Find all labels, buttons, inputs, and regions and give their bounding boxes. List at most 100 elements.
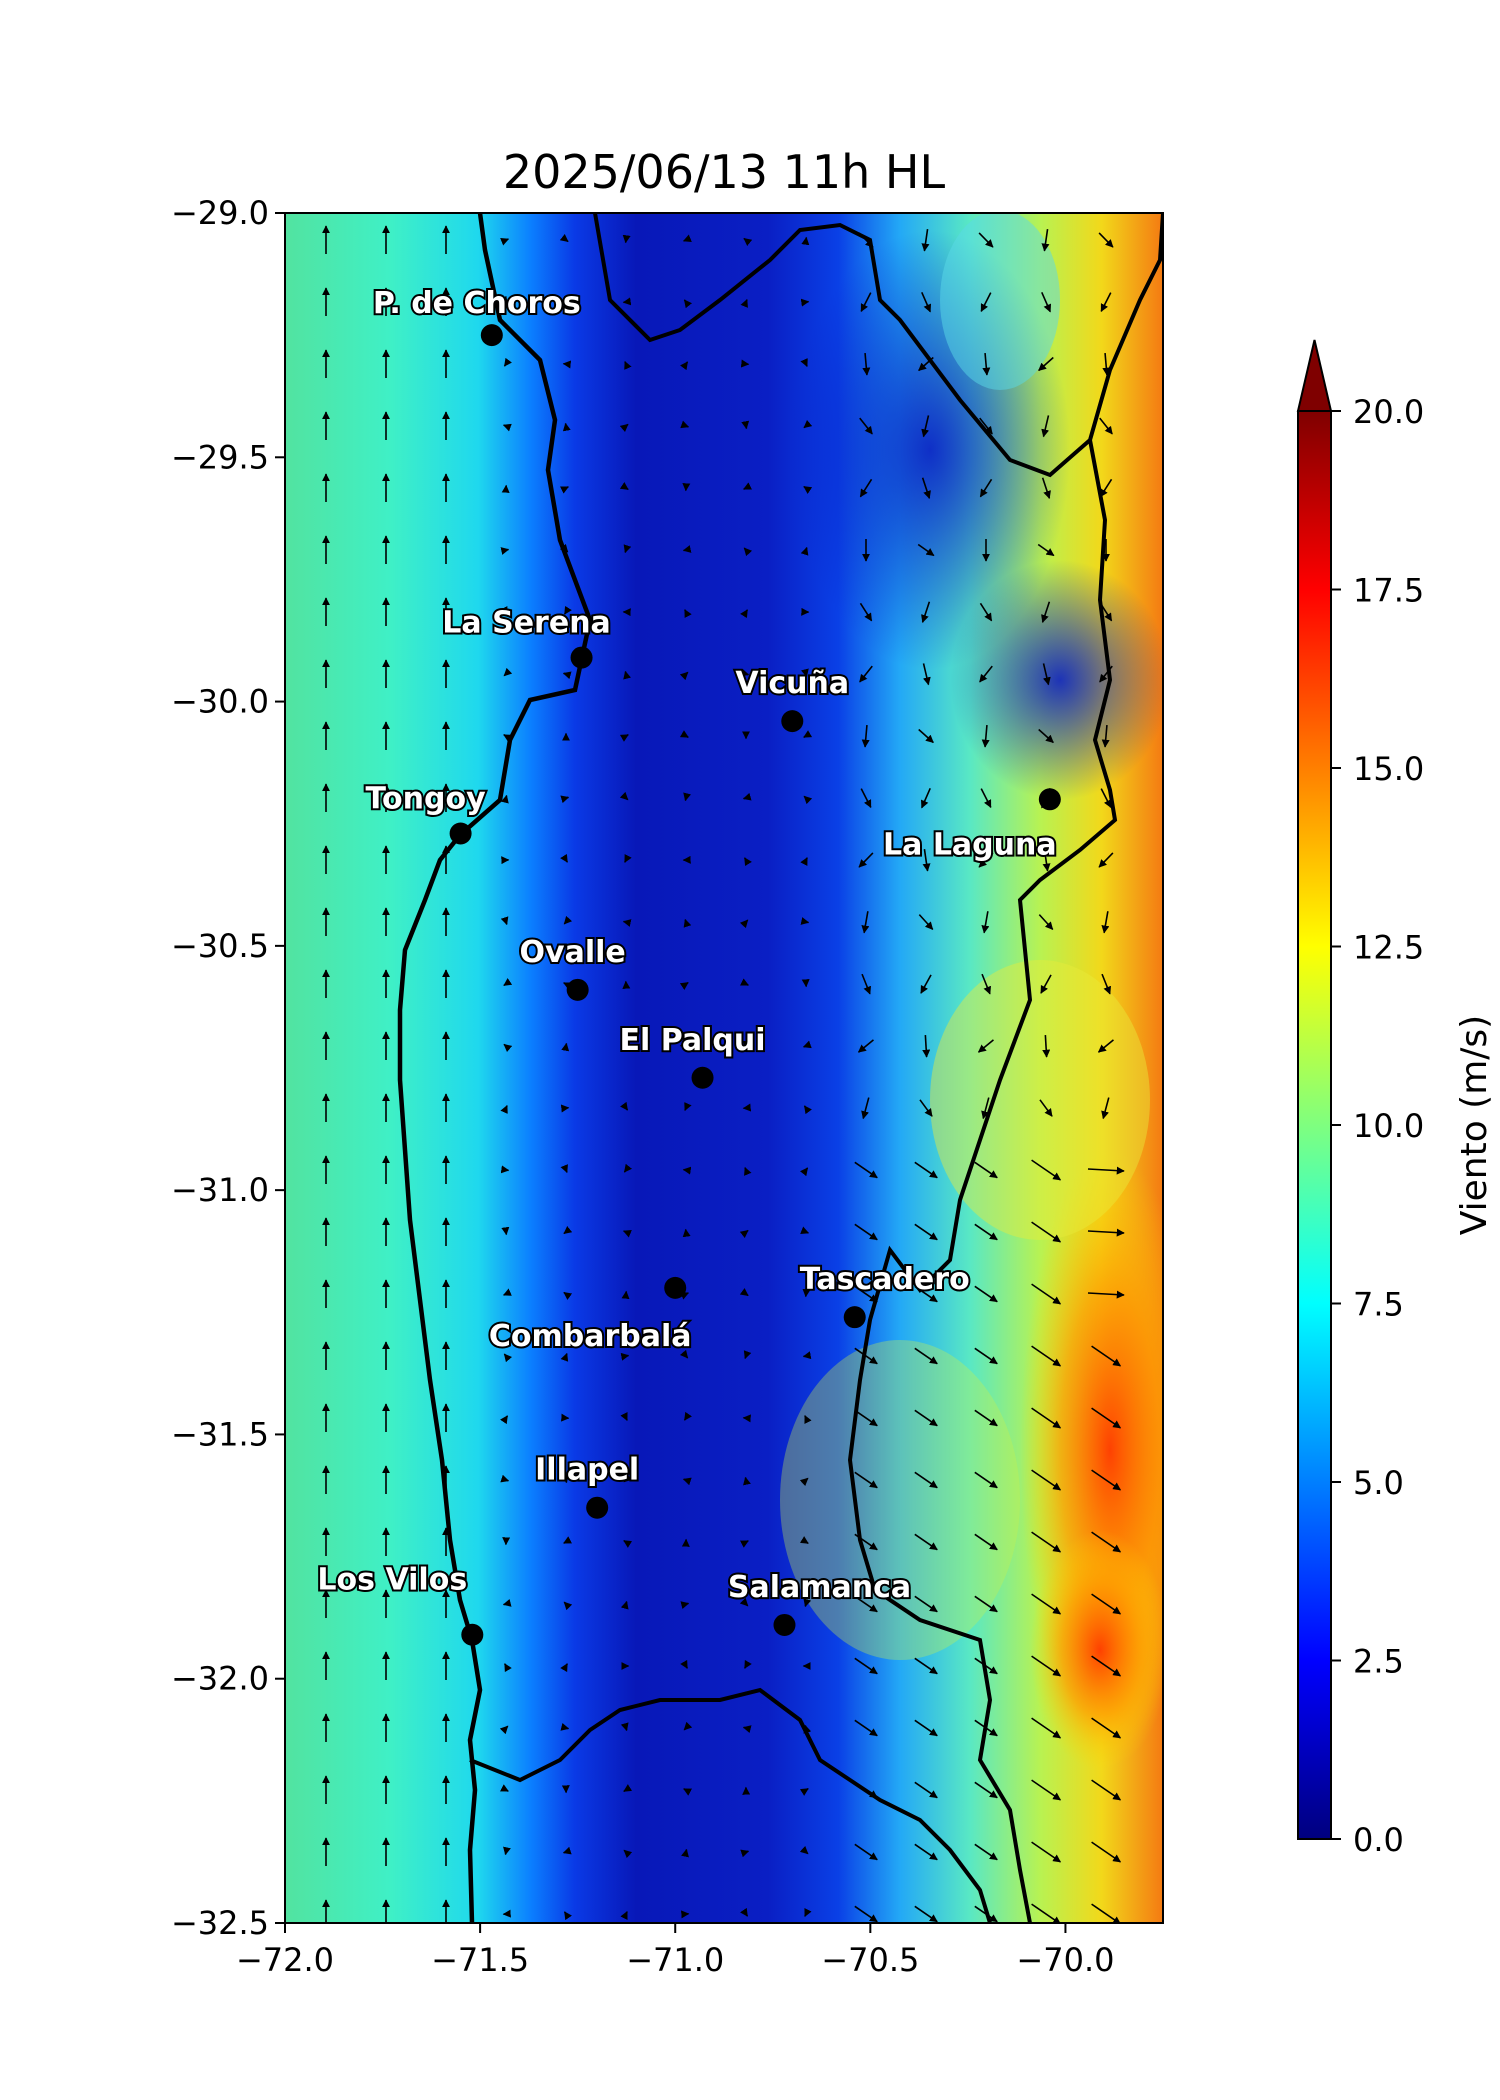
wind-arrow (559, 543, 569, 553)
wind-arrow (1091, 1841, 1122, 1863)
colorbar-tick-label: 20.0 (1353, 393, 1424, 431)
wind-arrow (1101, 911, 1110, 934)
wind-arrow (623, 544, 632, 554)
wind-arrow (979, 417, 993, 435)
wind-arrow (681, 1848, 689, 1858)
wind-vectors (322, 225, 1125, 1923)
wind-arrow (914, 1471, 938, 1489)
wind-arrow (563, 605, 572, 615)
city-label: Vicuña (735, 666, 849, 701)
wind-arrow (501, 1226, 510, 1236)
moderate-wind-north (940, 213, 1060, 390)
wind-arrow (621, 1290, 630, 1300)
wind-arrow (922, 663, 931, 686)
wind-arrow (739, 1229, 749, 1239)
low-wind-pocket-2 (950, 560, 1163, 800)
wind-arrow (854, 1409, 878, 1427)
wind-arrow (502, 423, 512, 432)
wind-arrow (1031, 1531, 1062, 1553)
wind-arrow (861, 1097, 870, 1120)
colorbar-tick-label: 7.5 (1353, 1286, 1404, 1324)
wind-arrow (500, 1474, 510, 1483)
wind-arrow (854, 1781, 878, 1799)
wind-arrow (800, 358, 808, 368)
wind-arrow (739, 1540, 749, 1548)
wind-arrow (1038, 356, 1054, 372)
colorbar-extend-arrow (1296, 339, 1333, 412)
colorbar-label: Viento (m/s) (1454, 1015, 1495, 1235)
wind-arrow (742, 1725, 752, 1734)
wind-arrow (921, 291, 932, 313)
y-tick-label: −31.0 (171, 1171, 269, 1209)
wind-arrow (502, 1598, 512, 1607)
wind-arrow (854, 1843, 878, 1861)
wind-arrow (858, 852, 874, 868)
wind-arrow (1099, 478, 1113, 498)
wind-arrow (743, 1476, 751, 1486)
wind-arrow (500, 1415, 509, 1425)
wind-arrow (1091, 1345, 1122, 1367)
city-dot (586, 1496, 609, 1519)
wind-arrow (914, 1781, 938, 1799)
wind-arrow (739, 919, 749, 929)
wind-arrow (982, 352, 991, 376)
y-tick-label: −30.0 (171, 683, 269, 721)
wind-arrow (503, 1846, 511, 1856)
wind-arrow (619, 482, 629, 491)
wind-arrow (800, 546, 809, 556)
wind-arrow (683, 1721, 693, 1731)
wind-arrow (974, 1409, 998, 1427)
wind-arrow (560, 1663, 568, 1673)
wind-arrow (1037, 543, 1055, 557)
wind-arrow (1041, 601, 1051, 623)
wind-arrow (1031, 1593, 1062, 1615)
city-marker: Illapel (533, 1451, 641, 1519)
wind-arrow (503, 978, 513, 987)
wind-arrow (974, 1285, 998, 1303)
city-marker: Vicuña (733, 664, 851, 733)
wind-arrow (742, 792, 752, 801)
wind-arrow (620, 1101, 629, 1111)
x-tick-label: −71.5 (431, 1941, 529, 1979)
wind-arrow (622, 297, 632, 306)
wind-arrow (620, 1412, 628, 1421)
plot-frame (284, 212, 1164, 1924)
wind-arrow (560, 795, 570, 804)
wind-arrow (914, 1223, 938, 1241)
wind-arrow (861, 724, 870, 748)
colorbar-tick-label: 2.5 (1353, 1643, 1404, 1681)
wind-arrow (914, 1595, 938, 1613)
wind-arrow (1041, 415, 1050, 438)
city-label: Salamanca (728, 1570, 911, 1605)
wind-arrow (914, 1409, 938, 1427)
wind-arrow (680, 1659, 688, 1669)
wind-arrow (743, 547, 753, 557)
wind-arrow (562, 422, 571, 432)
strong-wind-zone-south (1030, 1530, 1163, 1770)
wind-arrow (922, 1034, 931, 1058)
wind-arrow (1040, 974, 1052, 994)
city-markers: P. de Choros La Serena Vicuña Tongoy La Lagu… (315, 284, 1061, 1646)
wind-arrow (682, 1166, 692, 1175)
wind-arrow (803, 795, 813, 805)
city-label: El Palqui (620, 1023, 766, 1058)
wind-arrow (742, 1040, 751, 1050)
wind-arrow (503, 1353, 513, 1363)
wind-arrow (799, 1845, 809, 1855)
wind-arrow (1102, 352, 1111, 376)
wind-arrow (740, 609, 749, 619)
wind-arrow (561, 1474, 569, 1484)
city-marker: El Palqui (618, 1021, 768, 1089)
wind-arrow (1042, 1034, 1051, 1058)
wind-arrow (800, 298, 810, 307)
wind-arrow (802, 1288, 811, 1298)
wind-arrow (500, 916, 509, 926)
wind-arrow (860, 292, 872, 313)
moderate-wind-zone-2 (780, 1340, 1020, 1660)
wind-arrow (854, 1471, 878, 1489)
wind-arrow (917, 543, 935, 557)
wind-arrow (914, 1347, 938, 1365)
city-label: La Serena (442, 606, 611, 641)
wind-arrow (743, 482, 752, 490)
wind-arrow (619, 423, 629, 433)
